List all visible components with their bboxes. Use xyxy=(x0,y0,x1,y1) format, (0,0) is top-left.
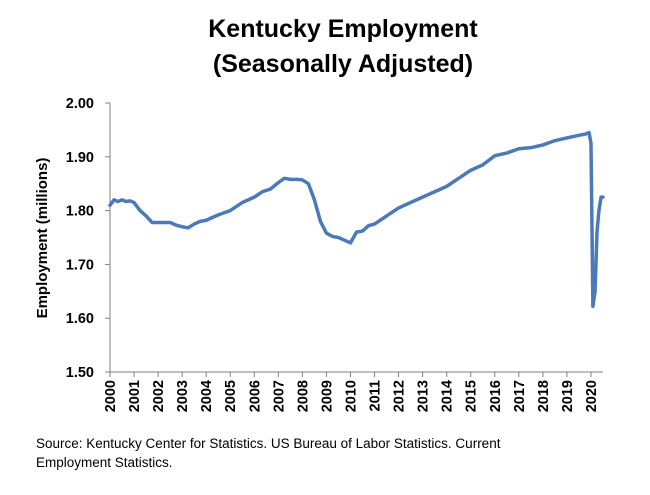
chart-title-line-2: (Seasonally Adjusted) xyxy=(213,50,473,78)
x-tick-label: 2014 xyxy=(440,380,456,412)
x-tick-label: 2017 xyxy=(512,380,528,412)
x-tick-group: 2000 2001 2002 2003 2004 2005 2006 2007 2008 2009… xyxy=(103,372,600,412)
y-tick-label: 1.60 xyxy=(66,311,94,327)
x-tick-label: 2002 xyxy=(151,380,167,412)
x-tick-label: 2006 xyxy=(247,380,263,412)
x-tick-label: 2016 xyxy=(488,380,504,412)
y-tick-group: 1.50 1.60 1.70 1.80 1.90 2.00 xyxy=(66,96,110,381)
y-tick-label: 2.00 xyxy=(66,96,94,112)
source-line-2: Employment Statistics. xyxy=(36,455,173,470)
x-tick-label: 2003 xyxy=(175,380,191,412)
x-tick-label: 2001 xyxy=(127,380,143,412)
y-tick-label: 1.80 xyxy=(66,204,94,220)
x-tick-label: 2000 xyxy=(103,380,119,412)
chart-title-line-1: Kentucky Employment xyxy=(208,15,478,43)
x-tick-label: 2008 xyxy=(295,380,311,412)
x-tick-label: 2013 xyxy=(416,380,432,412)
y-tick-label: 1.90 xyxy=(66,150,94,166)
y-tick-label: 1.50 xyxy=(66,365,94,381)
x-tick-label: 2011 xyxy=(368,380,384,411)
x-tick-label: 2009 xyxy=(319,380,335,412)
x-tick-label: 2020 xyxy=(584,380,600,412)
x-tick-label: 2007 xyxy=(271,380,287,412)
y-axis-title: Employment (millions) xyxy=(34,158,51,319)
employment-series-line xyxy=(108,130,605,309)
source-line-1: Source: Kentucky Center for Statistics. … xyxy=(36,436,501,451)
x-tick-label: 2004 xyxy=(199,380,215,412)
source-note: Source: Kentucky Center for Statistics. … xyxy=(36,434,596,472)
x-tick-label: 2015 xyxy=(464,380,480,412)
x-tick-label: 2010 xyxy=(343,380,359,412)
x-tick-label: 2005 xyxy=(223,380,239,412)
y-tick-label: 1.70 xyxy=(66,257,94,273)
x-tick-label: 2012 xyxy=(392,380,408,412)
x-tick-label: 2018 xyxy=(536,380,552,412)
x-tick-label: 2019 xyxy=(560,380,576,412)
